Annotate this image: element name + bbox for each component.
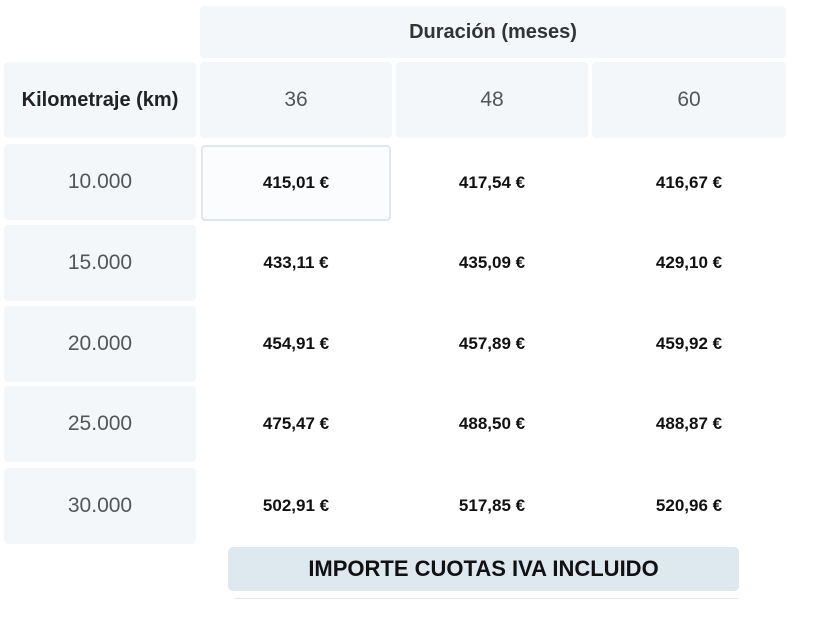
price-cell-20000-36[interactable]: 454,91 € bbox=[201, 306, 391, 382]
price-cell-10000-36[interactable]: 415,01 € bbox=[201, 145, 391, 221]
price-cell-15000-36[interactable]: 433,11 € bbox=[201, 225, 391, 301]
footer-divider bbox=[234, 598, 738, 599]
km-row-label-10000: 10.000 bbox=[4, 144, 196, 220]
duration-48-header: 48 bbox=[396, 62, 588, 138]
vat-included-note: IMPORTE CUOTAS IVA INCLUIDO bbox=[228, 547, 739, 591]
price-cell-10000-60[interactable]: 416,67 € bbox=[594, 145, 784, 221]
price-cell-30000-36[interactable]: 502,91 € bbox=[201, 468, 391, 544]
km-row-label-25000: 25.000 bbox=[4, 386, 196, 462]
km-row-label-30000: 30.000 bbox=[4, 468, 196, 544]
price-cell-25000-36[interactable]: 475,47 € bbox=[201, 386, 391, 462]
price-cell-15000-48[interactable]: 435,09 € bbox=[397, 225, 587, 301]
duration-header: Duración (meses) bbox=[200, 6, 786, 58]
km-header: Kilometraje (km) bbox=[4, 62, 196, 138]
price-cell-30000-60[interactable]: 520,96 € bbox=[594, 468, 784, 544]
price-cell-25000-60[interactable]: 488,87 € bbox=[594, 386, 784, 462]
price-cell-15000-60[interactable]: 429,10 € bbox=[594, 225, 784, 301]
price-cell-20000-60[interactable]: 459,92 € bbox=[594, 306, 784, 382]
price-cell-30000-48[interactable]: 517,85 € bbox=[397, 468, 587, 544]
duration-36-header: 36 bbox=[200, 62, 392, 138]
price-cell-10000-48[interactable]: 417,54 € bbox=[397, 145, 587, 221]
price-cell-20000-48[interactable]: 457,89 € bbox=[397, 306, 587, 382]
price-cell-25000-48[interactable]: 488,50 € bbox=[397, 386, 587, 462]
km-row-label-15000: 15.000 bbox=[4, 225, 196, 301]
duration-60-header: 60 bbox=[592, 62, 786, 138]
km-row-label-20000: 20.000 bbox=[4, 306, 196, 382]
